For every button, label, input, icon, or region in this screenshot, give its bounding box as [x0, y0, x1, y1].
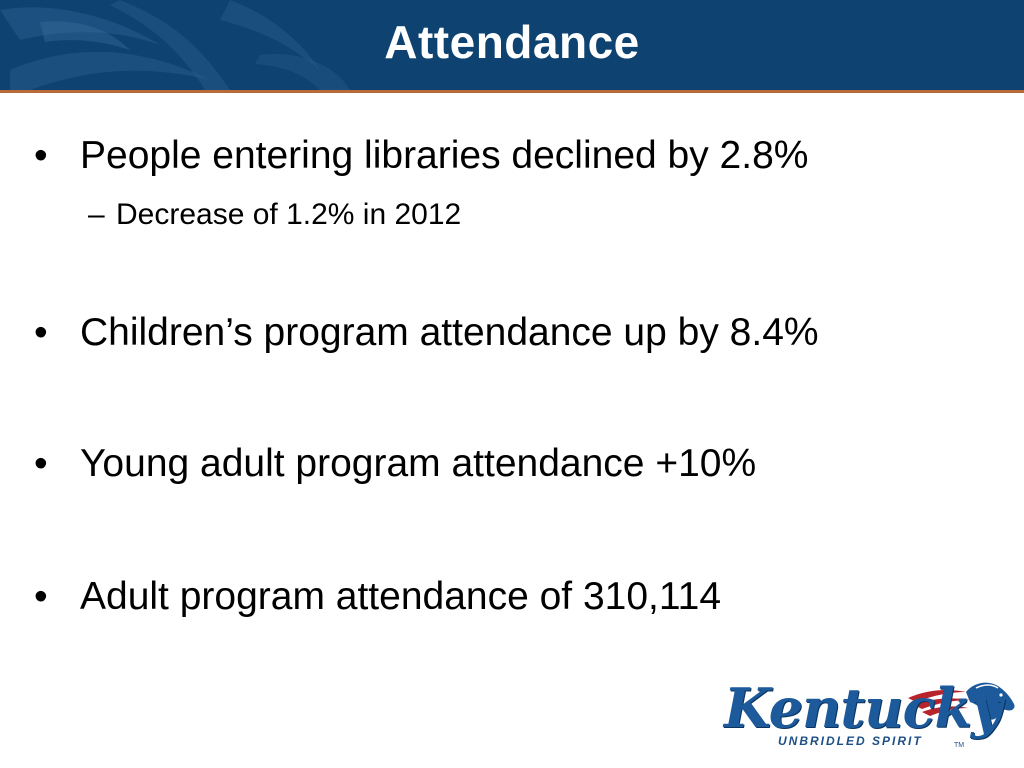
bullet-item: • Adult program attendance of 310,114	[30, 574, 721, 620]
bullet-marker: •	[30, 441, 80, 487]
bullet-item: • Children’s program attendance up by 8.4…	[30, 310, 819, 356]
kentucky-logo: Kentucky UNBRIDLED SPIRIT TM	[720, 676, 1020, 760]
bullet-text: Adult program attendance of 310,114	[80, 575, 721, 618]
bullet-marker: •	[30, 310, 80, 356]
sub-bullet-item: – Decrease of 1.2% in 2012	[88, 197, 461, 233]
sub-bullet-text: Decrease of 1.2% in 2012	[116, 198, 461, 231]
bullet-text: Children’s program attendance up by 8.4%	[80, 311, 819, 354]
bullet-text: Young adult program attendance +10%	[80, 442, 756, 485]
sub-bullet-marker: –	[88, 197, 116, 233]
bullet-item: • People entering libraries declined by 2…	[30, 133, 808, 179]
logo-trademark: TM	[954, 742, 964, 749]
logo-wordmark: Kentucky	[724, 676, 1001, 740]
bullet-marker: •	[30, 133, 80, 179]
bullet-marker: •	[30, 574, 80, 620]
bullet-text: People entering libraries declined by 2.…	[80, 134, 808, 177]
bullet-item: • Young adult program attendance +10%	[30, 441, 756, 487]
logo-tagline: UNBRIDLED SPIRIT	[778, 734, 923, 748]
